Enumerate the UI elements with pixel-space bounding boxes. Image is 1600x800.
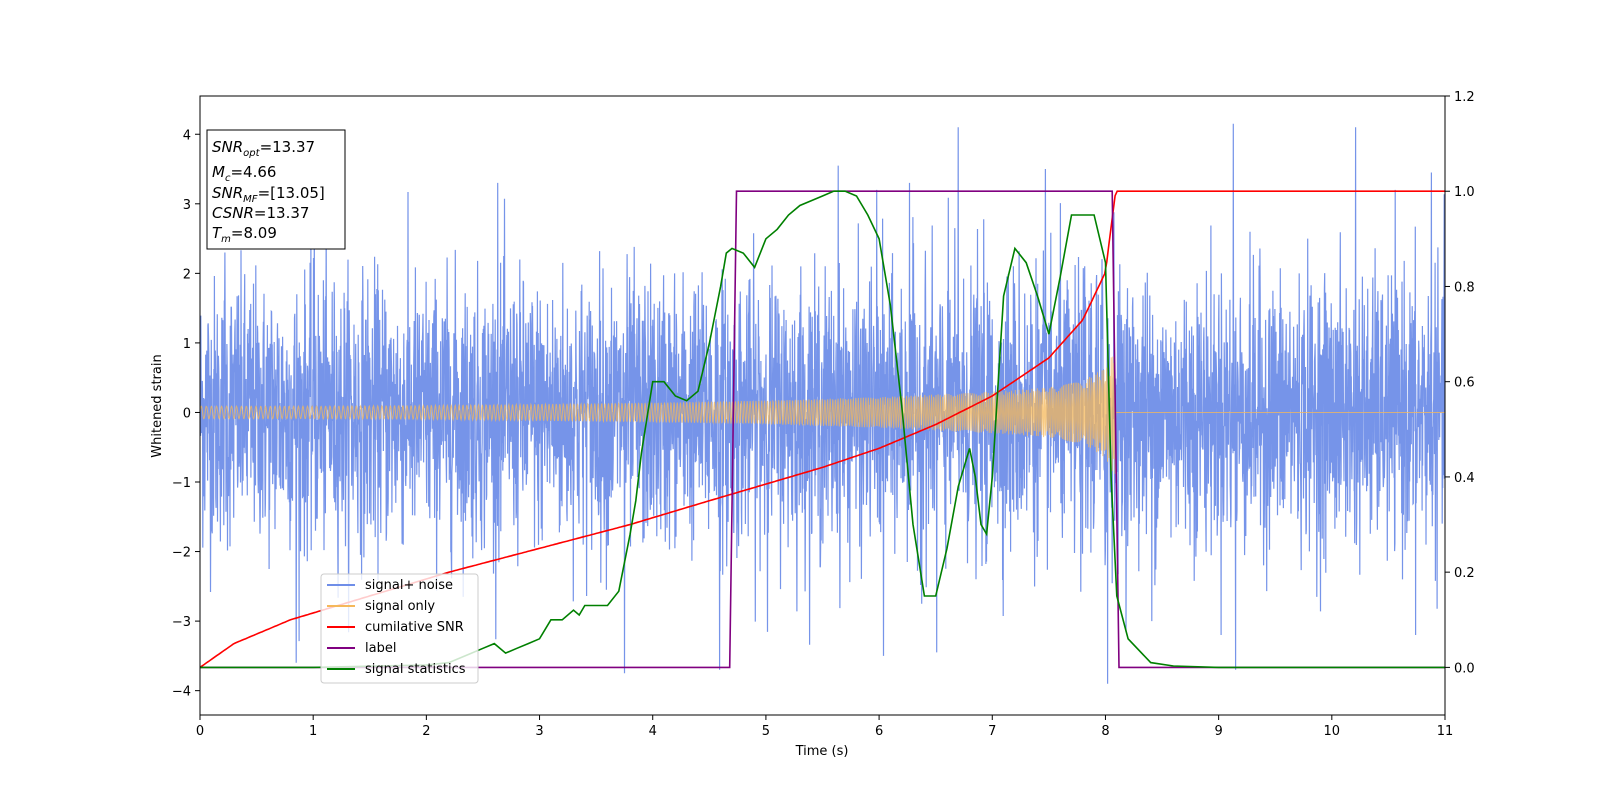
legend-item-label: label [327, 641, 396, 656]
x-tick-label: 3 [535, 724, 543, 739]
legend-label-label: label [365, 641, 396, 656]
y-axis-label: Whitened strain [150, 354, 165, 457]
y-tick-label: 1 [183, 337, 191, 352]
y-tick-label: 3 [183, 198, 191, 213]
x-tick-label: 6 [875, 724, 883, 739]
y-tick-label: −3 [172, 615, 191, 630]
y-tick-label: 2 [183, 267, 191, 282]
y-axis-left: −4 −3 −2 −1 0 1 2 3 4 [172, 128, 200, 700]
x-tick-label: 8 [1101, 724, 1109, 739]
x-axis: 0 1 2 3 4 5 6 7 8 9 10 11 [196, 715, 1453, 739]
series-label [200, 190, 1445, 669]
info-tm: Tm=8.09 [212, 224, 277, 245]
legend-label-cumilative-snr: cumilative SNR [365, 620, 464, 635]
x-tick-label: 1 [309, 724, 317, 739]
y2-tick-label: 0.2 [1454, 566, 1475, 581]
series-signal-statistics [200, 190, 1445, 669]
info-box-frame [206, 129, 346, 250]
y-tick-label: −1 [172, 476, 191, 491]
y-tick-label: 0 [183, 406, 191, 421]
info-snr-mf: SNRMF=[13.05] [212, 184, 325, 205]
y2-tick-label: 0.4 [1454, 471, 1475, 486]
y-tick-label: −2 [172, 546, 191, 561]
x-tick-label: 7 [988, 724, 996, 739]
x-tick-label: 11 [1437, 724, 1454, 739]
y2-tick-label: 0.6 [1454, 376, 1475, 391]
legend-label-signal-only: signal only [365, 599, 435, 614]
y2-tick-label: 0.8 [1454, 280, 1475, 295]
info-mc: Mc=4.66 [212, 163, 276, 184]
legend: signal+ noise signal only cumilative SNR… [320, 573, 479, 684]
legend-item-signal-noise: signal+ noise [327, 578, 453, 593]
legend-item-signal-only: signal only [327, 599, 435, 614]
x-tick-label: 10 [1324, 724, 1341, 739]
x-tick-label: 4 [649, 724, 657, 739]
info-snr-opt: SNRopt=13.37 [212, 138, 315, 159]
y2-tick-label: 1.2 [1454, 90, 1475, 105]
legend-label-signal-noise: signal+ noise [365, 578, 453, 593]
info-csnr: CSNR=13.37 [212, 204, 309, 222]
info-box: SNRopt=13.37 Mc=4.66 SNRMF=[13.05] CSNR=… [206, 129, 346, 250]
y2-tick-label: 1.0 [1454, 185, 1475, 200]
y2-tick-label: 0.0 [1454, 661, 1475, 676]
x-tick-label: 9 [1214, 724, 1222, 739]
x-axis-label: Time (s) [795, 744, 849, 759]
x-tick-label: 0 [196, 724, 204, 739]
x-tick-label: 2 [422, 724, 430, 739]
series-signal-only [200, 356, 1445, 474]
y-axis-right: 0.0 0.2 0.4 0.6 0.8 1.0 1.2 [1445, 90, 1475, 676]
legend-label-signal-statistics: signal statistics [365, 662, 466, 677]
legend-item-cumilative-snr: cumilative SNR [327, 620, 464, 635]
y-tick-label: 4 [183, 128, 191, 143]
legend-item-signal-statistics: signal statistics [327, 662, 466, 677]
plot-frame [199, 95, 1446, 716]
y-tick-label: −4 [172, 685, 191, 700]
x-tick-label: 5 [762, 724, 770, 739]
legend-frame [320, 573, 479, 684]
